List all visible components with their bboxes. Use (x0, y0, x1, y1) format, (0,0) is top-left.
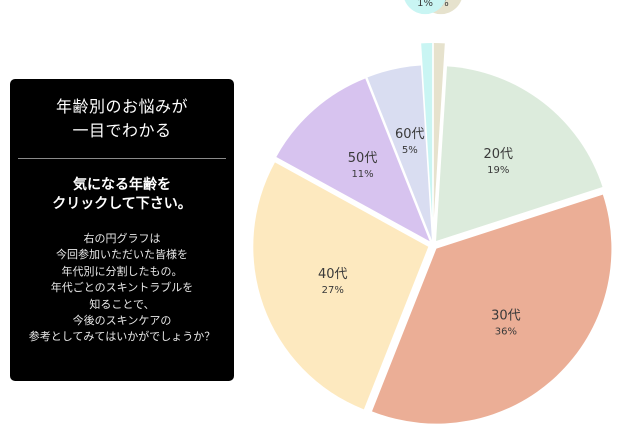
pie-label-percent: 1% (417, 0, 433, 9)
pie-label-category: 60代 (395, 127, 425, 142)
panel-desc-line: 知ることで、 (89, 297, 155, 311)
panel-title: 年齢別のお悩みが 一目でわかる (10, 95, 234, 143)
pie-label-category: 20代 (484, 147, 514, 162)
pie-label-bubble (404, 0, 446, 15)
pie-label-percent: 27% (322, 285, 344, 296)
pie-label-category: 50代 (348, 151, 378, 166)
pie-slice-10代[interactable] (433, 43, 445, 219)
pie-slice-60代[interactable] (367, 65, 432, 241)
pie-label-percent: 19% (487, 165, 509, 176)
panel-desc-line: 今回参加いただいた皆様を (56, 248, 188, 262)
panel-desc-line: 年代別に分割したもの。 (61, 264, 183, 278)
panel-title-line: 年齢別のお悩みが (55, 97, 188, 116)
panel-cta-line: クリックして下さい。 (52, 196, 192, 212)
pie-label-percent: 11% (351, 169, 373, 180)
pie-label-percent: 5% (402, 145, 418, 156)
pie-slice-40代[interactable] (253, 162, 429, 410)
pie-label-category: 30代 (491, 309, 521, 324)
info-panel: 年齢別のお悩みが 一目でわかる 気になる年齢を クリックして下さい。 右の円グラ… (10, 79, 234, 381)
pie-label-group: 70代1% (404, 0, 446, 15)
pie-slice-30代[interactable] (372, 194, 612, 424)
pie-slice-20代[interactable] (436, 66, 603, 242)
pie-label-percent: 36% (495, 327, 517, 338)
panel-desc-line: 年代ごとのスキントラブルを (50, 281, 194, 295)
panel-desc-line: 右の円グラフは (83, 232, 161, 245)
panel-cta-line: 気になる年齢を (73, 177, 171, 193)
panel-divider (18, 158, 226, 159)
panel-desc-line: 今後のスキンケアの (72, 314, 172, 328)
pie-slice-50代[interactable] (276, 78, 430, 242)
panel-description: 右の円グラフは 今回参加いただいた皆様を 年代別に分割したもの。 年代ごとのスキ… (10, 231, 234, 346)
pie-slice-70代[interactable] (421, 43, 433, 219)
pie-label-category: 40代 (318, 267, 348, 282)
panel-cta: 気になる年齢を クリックして下さい。 (10, 176, 234, 214)
panel-desc-line: 参考としてみてはいかがでしょうか？ (28, 330, 216, 344)
panel-title-line: 一目でわかる (72, 121, 172, 140)
